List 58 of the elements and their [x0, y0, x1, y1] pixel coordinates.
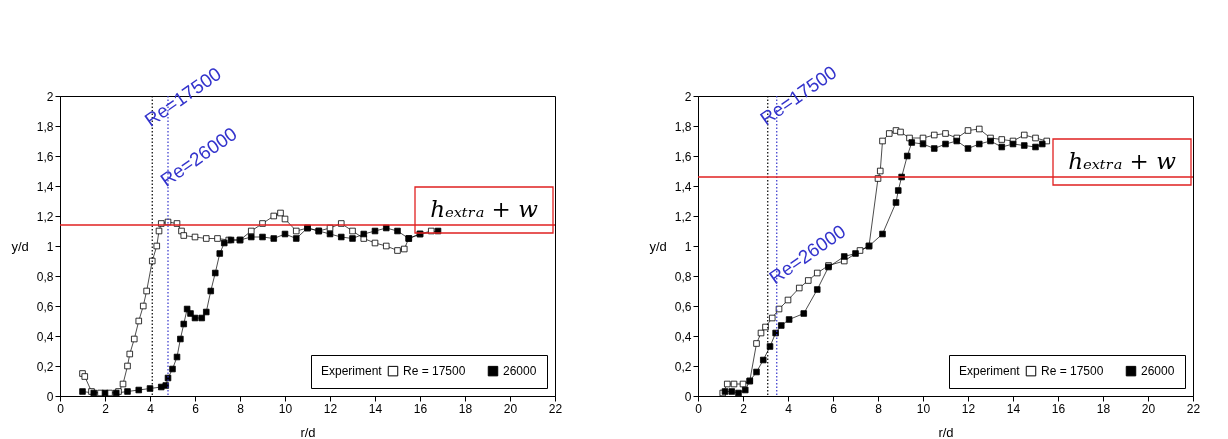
- y-tick-label: 1,4: [36, 179, 54, 194]
- y-tick-label: 1,8: [674, 119, 692, 134]
- legend-title: Experiment: [959, 364, 1021, 378]
- legend-label: 26000: [1141, 364, 1175, 379]
- y-tick-label: 1,4: [674, 179, 692, 194]
- y-tick-label: 0,4: [36, 329, 54, 344]
- y-tick-label: 1,8: [36, 119, 54, 134]
- x-tick-label: 18: [1096, 401, 1111, 416]
- x-tick-label: 10: [916, 401, 931, 416]
- y-tick-label: 1,2: [674, 209, 692, 224]
- x-tick-label: 8: [237, 401, 245, 416]
- y-tick-label: 2: [46, 89, 54, 104]
- x-tick-label: 20: [1141, 401, 1156, 416]
- y-tick-label: 0,4: [674, 329, 692, 344]
- x-tick-label: 10: [278, 401, 293, 416]
- x-tick-label: 22: [548, 401, 563, 416]
- legend-label: Re = 17500: [1041, 364, 1104, 379]
- x-tick-label: 16: [413, 401, 428, 416]
- x-tick-label: 2: [740, 401, 748, 416]
- x-tick-label: 16: [1051, 401, 1066, 416]
- y-tick-label: 1: [46, 239, 54, 254]
- y-axis-title: y/d: [11, 238, 29, 254]
- y-tick-label: 0,8: [674, 269, 692, 284]
- x-tick-label: 6: [192, 401, 200, 416]
- x-tick-label: 18: [458, 401, 473, 416]
- x-tick-label: 2: [102, 401, 110, 416]
- y-tick-label: 0: [46, 389, 54, 404]
- y-tick-label: 2: [684, 89, 692, 104]
- x-tick-label: 12: [323, 401, 338, 416]
- legend-label: Re = 17500: [403, 364, 466, 379]
- y-tick-label: 0,2: [674, 359, 692, 374]
- x-tick-label: 6: [830, 401, 838, 416]
- y-tick-label: 0: [684, 389, 692, 404]
- x-tick-label: 20: [503, 401, 518, 416]
- x-axis-title: r/d: [300, 424, 316, 439]
- x-tick-label: 4: [785, 401, 793, 416]
- y-tick-label: 0,8: [36, 269, 54, 284]
- x-tick-label: 0: [57, 401, 65, 416]
- y-tick-label: 0,2: [36, 359, 54, 374]
- ref-line-label: hₑₓₜᵣₐ + w: [430, 196, 539, 222]
- y-tick-label: 1,6: [36, 149, 54, 164]
- x-tick-label: 12: [961, 401, 976, 416]
- y-tick-label: 1,2: [36, 209, 54, 224]
- x-axis-title: r/d: [938, 424, 954, 439]
- x-tick-label: 4: [147, 401, 155, 416]
- ref-line-label: hₑₓₜᵣₐ + w: [1068, 148, 1177, 174]
- y-tick-label: 1: [684, 239, 692, 254]
- legend-label: 26000: [503, 364, 537, 379]
- x-tick-label: 14: [1006, 401, 1021, 416]
- x-tick-label: 8: [875, 401, 883, 416]
- y-tick-label: 1,6: [674, 149, 692, 164]
- x-tick-label: 22: [1186, 401, 1201, 416]
- y-axis-title: y/d: [649, 238, 667, 254]
- legend-title: Experiment: [321, 364, 383, 378]
- x-tick-label: 14: [368, 401, 383, 416]
- y-tick-label: 0,6: [674, 299, 692, 314]
- x-tick-label: 0: [695, 401, 703, 416]
- y-tick-label: 0,6: [36, 299, 54, 314]
